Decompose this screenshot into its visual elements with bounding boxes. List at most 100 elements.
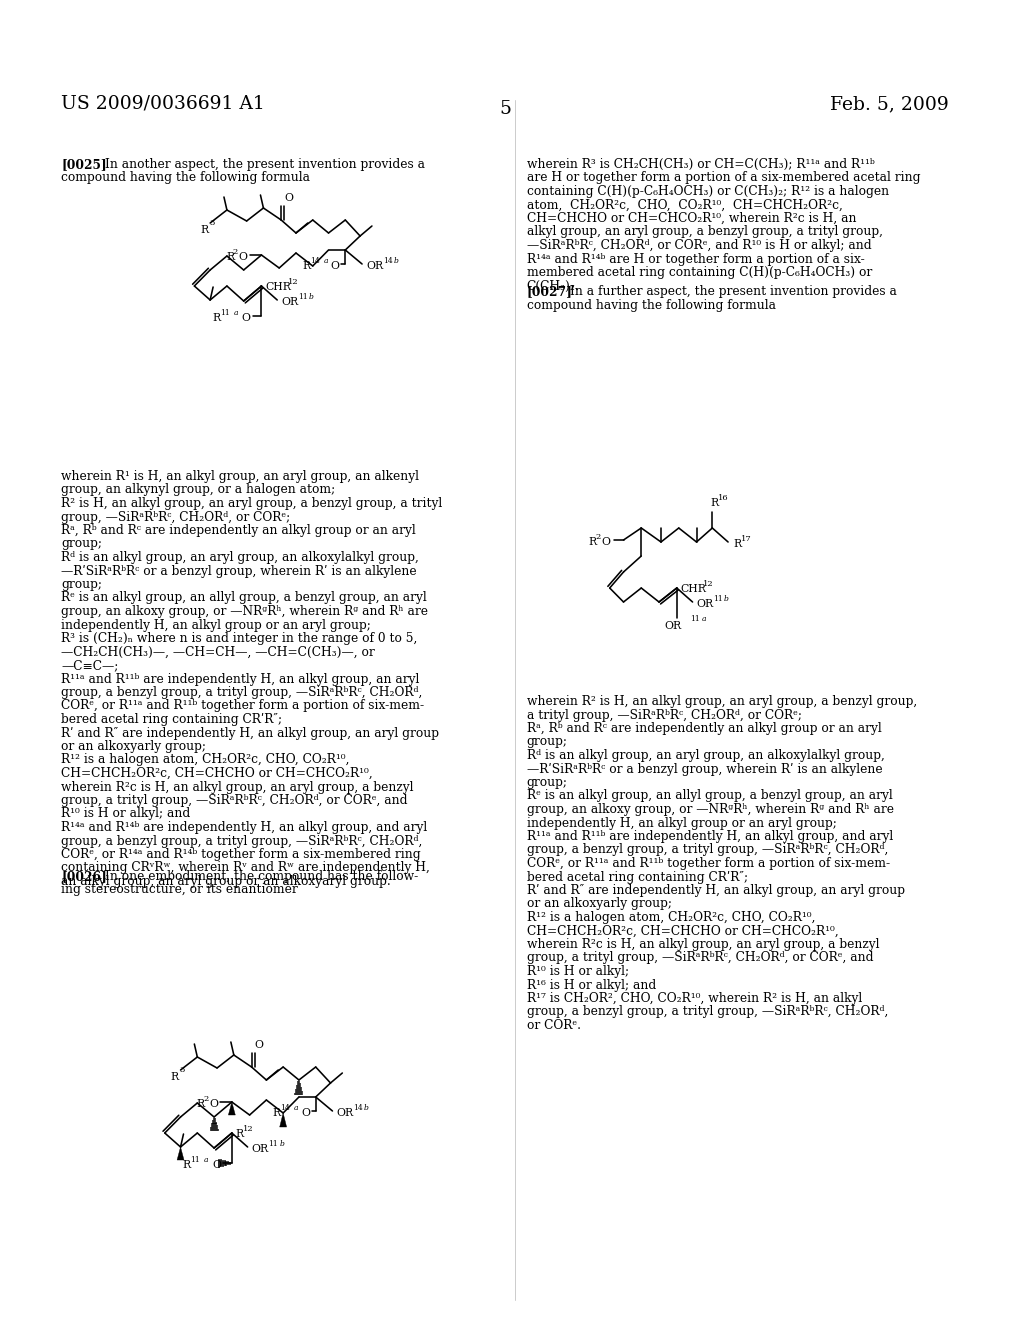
Text: wherein R²c is H, an alkyl group, an aryl group, a benzyl: wherein R²c is H, an alkyl group, an ary… xyxy=(61,780,414,793)
Text: a: a xyxy=(294,1104,299,1111)
Text: R: R xyxy=(711,498,719,508)
Text: 17: 17 xyxy=(741,535,752,543)
Text: Rʹ and R″ are independently H, an alkyl group, an aryl group: Rʹ and R″ are independently H, an alkyl … xyxy=(526,884,905,898)
Text: 3: 3 xyxy=(179,1067,185,1074)
Text: CORᵉ, or R¹¹ᵃ and R¹¹ᵇ together form a portion of six-mem-: CORᵉ, or R¹¹ᵃ and R¹¹ᵇ together form a p… xyxy=(61,700,424,713)
Text: 14: 14 xyxy=(310,257,319,265)
Text: [0026]: [0026] xyxy=(61,870,106,883)
Text: containing CRᵛRʷ, wherein Rᵛ and Rʷ are independently H,: containing CRᵛRʷ, wherein Rᵛ and Rʷ are … xyxy=(61,862,430,874)
Text: C(CH₃)₂.: C(CH₃)₂. xyxy=(526,280,580,293)
Text: OR: OR xyxy=(337,1107,353,1118)
Text: group;: group; xyxy=(526,776,568,789)
Text: US 2009/0036691 A1: US 2009/0036691 A1 xyxy=(61,95,265,114)
Text: R: R xyxy=(182,1160,190,1170)
Text: R¹¹ᵃ and R¹¹ᵇ are independently H, an alkyl group, an aryl: R¹¹ᵃ and R¹¹ᵇ are independently H, an al… xyxy=(61,672,420,685)
Text: CORᵉ, or R¹¹ᵃ and R¹¹ᵇ together form a portion of six-mem-: CORᵉ, or R¹¹ᵃ and R¹¹ᵇ together form a p… xyxy=(526,857,890,870)
Text: —RʹSiRᵃRᵇRᶜ or a benzyl group, wherein Rʹ is an alkylene: —RʹSiRᵃRᵇRᶜ or a benzyl group, wherein R… xyxy=(526,763,883,776)
Text: 14: 14 xyxy=(281,1104,290,1111)
Text: In another aspect, the present invention provides a: In another aspect, the present invention… xyxy=(104,158,425,172)
Text: atom,  CH₂OR²c,  CHO,  CO₂R¹⁰,  CH=CHCH₂OR²c,: atom, CH₂OR²c, CHO, CO₂R¹⁰, CH=CHCH₂OR²c… xyxy=(526,198,843,211)
Text: R: R xyxy=(197,1100,205,1109)
Text: 11: 11 xyxy=(690,615,700,623)
Text: O: O xyxy=(242,313,251,323)
Text: R: R xyxy=(236,1129,244,1139)
Text: R: R xyxy=(212,313,220,323)
Text: Rᵉ is an alkyl group, an allyl group, a benzyl group, an aryl: Rᵉ is an alkyl group, an allyl group, a … xyxy=(61,591,427,605)
Text: O: O xyxy=(255,1040,263,1049)
Text: R¹⁴ᵃ and R¹⁴ᵇ are H or together form a portion of a six-: R¹⁴ᵃ and R¹⁴ᵇ are H or together form a p… xyxy=(526,252,864,265)
Text: CH=CHCH₂OR²c, CH=CHCHO or CH=CHCO₂R¹⁰,: CH=CHCH₂OR²c, CH=CHCHO or CH=CHCO₂R¹⁰, xyxy=(526,924,839,937)
Text: group, a benzyl group, a trityl group, —SiRᵃRᵇRᶜ, CH₂ORᵈ,: group, a benzyl group, a trityl group, —… xyxy=(526,1006,888,1019)
Text: group, a benzyl group, a trityl group, —SiRᵃRᵇRᶜ, CH₂ORᵈ,: group, a benzyl group, a trityl group, —… xyxy=(61,834,423,847)
Text: independently H, an alkyl group or an aryl group;: independently H, an alkyl group or an ar… xyxy=(526,817,837,829)
Text: O: O xyxy=(602,537,610,546)
Text: membered acetal ring containing C(H)(p-C₆H₄OCH₃) or: membered acetal ring containing C(H)(p-C… xyxy=(526,267,872,279)
Text: group, a trityl group, —SiRᵃRᵇRᶜ, CH₂ORᵈ, or CORᵉ, and: group, a trityl group, —SiRᵃRᵇRᶜ, CH₂ORᵈ… xyxy=(61,795,408,807)
Text: are H or together form a portion of a six-membered acetal ring: are H or together form a portion of a si… xyxy=(526,172,921,185)
Text: R: R xyxy=(272,1107,281,1118)
Text: group;: group; xyxy=(61,578,102,591)
Text: O: O xyxy=(284,193,293,203)
Text: O: O xyxy=(212,1160,221,1170)
Text: 5: 5 xyxy=(499,100,511,117)
Text: or CORᵉ.: or CORᵉ. xyxy=(526,1019,581,1032)
Text: group, an alkoxy group, or —NRᵍRʰ, wherein Rᵍ and Rʰ are: group, an alkoxy group, or —NRᵍRʰ, where… xyxy=(526,803,894,816)
Text: 11: 11 xyxy=(714,595,723,603)
Text: wherein R¹ is H, an alkyl group, an aryl group, an alkenyl: wherein R¹ is H, an alkyl group, an aryl… xyxy=(61,470,419,483)
Text: 12: 12 xyxy=(703,579,714,587)
Text: 3: 3 xyxy=(209,219,215,227)
Text: R¹² is a halogen atom, CH₂OR²c, CHO, CO₂R¹⁰,: R¹² is a halogen atom, CH₂OR²c, CHO, CO₂… xyxy=(61,754,349,767)
Text: 14: 14 xyxy=(383,257,392,265)
Text: wherein R²c is H, an alkyl group, an aryl group, a benzyl: wherein R²c is H, an alkyl group, an ary… xyxy=(526,939,880,950)
Text: Rᵈ is an alkyl group, an aryl group, an alkoxylalkyl group,: Rᵈ is an alkyl group, an aryl group, an … xyxy=(61,550,419,564)
Text: group;: group; xyxy=(526,735,568,748)
Text: containing C(H)(p-C₆H₄OCH₃) or C(CH₃)₂; R¹² is a halogen: containing C(H)(p-C₆H₄OCH₃) or C(CH₃)₂; … xyxy=(526,185,889,198)
Text: 16: 16 xyxy=(718,494,729,502)
Text: b: b xyxy=(724,595,729,603)
Text: R¹² is a halogen atom, CH₂OR²c, CHO, CO₂R¹⁰,: R¹² is a halogen atom, CH₂OR²c, CHO, CO₂… xyxy=(526,911,815,924)
Text: 2: 2 xyxy=(203,1096,209,1104)
Text: group, —SiRᵃRᵇRᶜ, CH₂ORᵈ, or CORᵉ;: group, —SiRᵃRᵇRᶜ, CH₂ORᵈ, or CORᵉ; xyxy=(61,511,291,524)
Text: R³ is (CH₂)ₙ where n is and integer in the range of 0 to 5,: R³ is (CH₂)ₙ where n is and integer in t… xyxy=(61,632,418,645)
Text: R¹⁰ is H or alkyl;: R¹⁰ is H or alkyl; xyxy=(526,965,629,978)
Text: 11: 11 xyxy=(268,1140,279,1148)
Text: —RʹSiRᵃRᵇRᶜ or a benzyl group, wherein Rʹ is an alkylene: —RʹSiRᵃRᵇRᶜ or a benzyl group, wherein R… xyxy=(61,565,417,578)
Text: [0027]: [0027] xyxy=(526,285,572,298)
Polygon shape xyxy=(177,1147,184,1160)
Text: CH=CHCHO or CH=CHCO₂R¹⁰, wherein R²c is H, an: CH=CHCHO or CH=CHCO₂R¹⁰, wherein R²c is … xyxy=(526,213,856,224)
Text: OR: OR xyxy=(665,620,681,631)
Text: OR: OR xyxy=(696,599,714,609)
Text: R: R xyxy=(200,224,208,235)
Text: R¹⁷ is CH₂OR², CHO, CO₂R¹⁰, wherein R² is H, an alkyl: R¹⁷ is CH₂OR², CHO, CO₂R¹⁰, wherein R² i… xyxy=(526,993,862,1005)
Text: CORᵉ, or R¹⁴ᵃ and R¹⁴ᵇ together form a six-membered ring: CORᵉ, or R¹⁴ᵃ and R¹⁴ᵇ together form a s… xyxy=(61,847,421,861)
Text: group, an alkynyl group, or a halogen atom;: group, an alkynyl group, or a halogen at… xyxy=(61,483,336,496)
Text: a: a xyxy=(324,257,328,265)
Text: an alkyl group, an aryl group or an alkoxyaryl group.: an alkyl group, an aryl group or an alko… xyxy=(61,875,391,888)
Text: CHR: CHR xyxy=(681,583,707,594)
Text: 12: 12 xyxy=(243,1125,253,1133)
Text: —C≡C—;: —C≡C—; xyxy=(61,659,119,672)
Text: b: b xyxy=(393,257,398,265)
Text: R: R xyxy=(733,539,741,549)
Text: 12: 12 xyxy=(288,279,299,286)
Text: compound having the following formula: compound having the following formula xyxy=(526,298,776,312)
Text: 2: 2 xyxy=(232,248,239,256)
Text: wherein R² is H, an alkyl group, an aryl group, a benzyl group,: wherein R² is H, an alkyl group, an aryl… xyxy=(526,696,918,708)
Text: group, a trityl group, —SiRᵃRᵇRᶜ, CH₂ORᵈ, or CORᵉ, and: group, a trityl group, —SiRᵃRᵇRᶜ, CH₂ORᵈ… xyxy=(526,952,873,965)
Text: Rᵃ, Rᵇ and Rᶜ are independently an alkyl group or an aryl: Rᵃ, Rᵇ and Rᶜ are independently an alkyl… xyxy=(61,524,416,537)
Text: O: O xyxy=(239,252,248,261)
Text: a: a xyxy=(233,309,239,317)
Text: R¹⁰ is H or alkyl; and: R¹⁰ is H or alkyl; and xyxy=(61,808,190,821)
Text: compound having the following formula: compound having the following formula xyxy=(61,172,310,185)
Text: a trityl group, —SiRᵃRᵇRᶜ, CH₂ORᵈ, or CORᵉ;: a trityl group, —SiRᵃRᵇRᶜ, CH₂ORᵈ, or CO… xyxy=(526,709,802,722)
Text: In a further aspect, the present invention provides a: In a further aspect, the present inventi… xyxy=(570,285,897,298)
Text: OR: OR xyxy=(366,261,383,271)
Text: [0025]: [0025] xyxy=(61,158,106,172)
Text: group, a benzyl group, a trityl group, —SiRᵃRᵇRᶜ, CH₂ORᵈ,: group, a benzyl group, a trityl group, —… xyxy=(526,843,888,857)
Text: R² is H, an alkyl group, an aryl group, a benzyl group, a trityl: R² is H, an alkyl group, an aryl group, … xyxy=(61,498,442,510)
Text: O: O xyxy=(301,1107,310,1118)
Polygon shape xyxy=(280,1113,287,1127)
Text: a: a xyxy=(204,1156,209,1164)
Text: a: a xyxy=(701,615,706,623)
Text: R¹⁶ is H or alkyl; and: R¹⁶ is H or alkyl; and xyxy=(526,978,656,991)
